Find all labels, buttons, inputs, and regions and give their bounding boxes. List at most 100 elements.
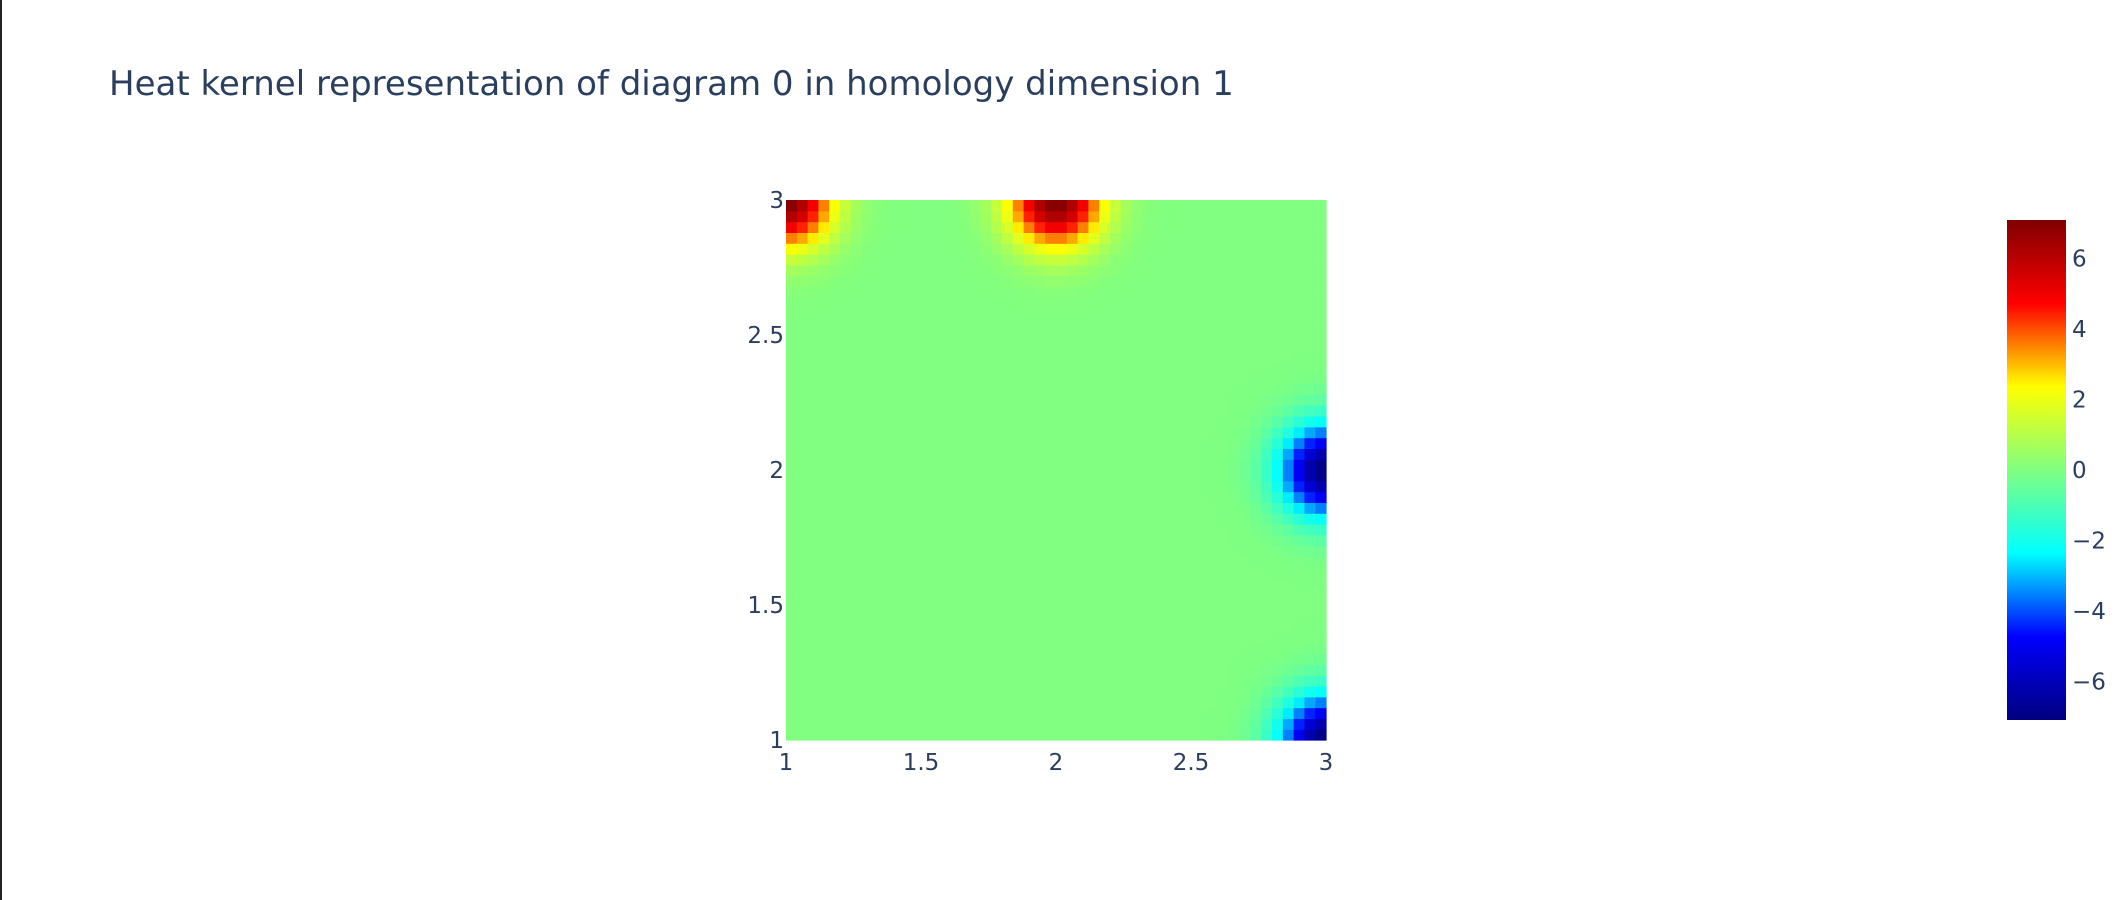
heatmap-cell[interactable] xyxy=(1088,372,1100,385)
heatmap-cell[interactable] xyxy=(1228,664,1241,676)
heatmap-cell[interactable] xyxy=(980,351,992,363)
heatmap-cell[interactable] xyxy=(1282,416,1295,428)
heatmap-cell[interactable] xyxy=(1023,426,1035,439)
heatmap-cell[interactable] xyxy=(915,621,927,633)
heatmap-cell[interactable] xyxy=(1272,383,1284,395)
heatmap-cell[interactable] xyxy=(1153,524,1165,536)
heatmap-cell[interactable] xyxy=(1261,448,1273,460)
heatmap-cell[interactable] xyxy=(1034,372,1046,385)
heatmap-cell[interactable] xyxy=(1250,416,1262,428)
heatmap-cell[interactable] xyxy=(1196,502,1208,514)
heatmap-cell[interactable] xyxy=(991,243,1003,255)
heatmap-cell[interactable] xyxy=(1131,318,1143,331)
heatmap-cell[interactable] xyxy=(1056,718,1068,730)
heatmap-cell[interactable] xyxy=(1034,297,1046,309)
heatmap-cell[interactable] xyxy=(1315,383,1327,395)
heatmap-cell[interactable] xyxy=(1250,675,1262,687)
heatmap-cell[interactable] xyxy=(861,632,873,644)
heatmap-cell[interactable] xyxy=(1261,351,1273,363)
heatmap-cell[interactable] xyxy=(1077,232,1089,244)
heatmap-cell[interactable] xyxy=(1164,351,1176,363)
heatmap-cell[interactable] xyxy=(991,513,1003,525)
heatmap-cell[interactable] xyxy=(894,318,906,331)
heatmap-cell[interactable] xyxy=(1304,578,1316,590)
heatmap-cell[interactable] xyxy=(1196,621,1208,633)
heatmap-cell[interactable] xyxy=(958,491,971,503)
heatmap-cell[interactable] xyxy=(1131,221,1143,233)
heatmap-cell[interactable] xyxy=(1034,318,1046,331)
heatmap-cell[interactable] xyxy=(1218,707,1230,719)
heatmap-cell[interactable] xyxy=(1056,664,1068,676)
heatmap-cell[interactable] xyxy=(1056,642,1068,655)
heatmap-cell[interactable] xyxy=(904,308,917,320)
heatmap-cell[interactable] xyxy=(807,588,819,601)
heatmap-cell[interactable] xyxy=(1120,653,1133,665)
heatmap-cell[interactable] xyxy=(786,308,798,320)
heatmap-cell[interactable] xyxy=(1110,707,1122,719)
heatmap-cell[interactable] xyxy=(1293,632,1305,644)
heatmap-cell[interactable] xyxy=(1250,437,1262,449)
heatmap-cell[interactable] xyxy=(796,621,809,633)
heatmap-cell[interactable] xyxy=(958,729,971,741)
heatmap-cell[interactable] xyxy=(915,200,927,212)
heatmap-cell[interactable] xyxy=(937,621,949,633)
heatmap-cell[interactable] xyxy=(872,621,884,633)
heatmap-cell[interactable] xyxy=(1002,329,1014,341)
heatmap-cell[interactable] xyxy=(915,696,927,709)
heatmap-cell[interactable] xyxy=(1218,221,1230,233)
heatmap-cell[interactable] xyxy=(991,254,1003,266)
heatmap-cell[interactable] xyxy=(807,534,819,547)
heatmap-cell[interactable] xyxy=(1164,372,1176,385)
heatmap-cell[interactable] xyxy=(1045,318,1057,331)
heatmap-cell[interactable] xyxy=(1023,405,1035,417)
heatmap-cell[interactable] xyxy=(937,480,949,493)
heatmap-cell[interactable] xyxy=(1218,664,1230,676)
heatmap-cell[interactable] xyxy=(1077,675,1089,687)
heatmap-cell[interactable] xyxy=(829,718,841,730)
heatmap-cell[interactable] xyxy=(1077,610,1089,622)
heatmap-cell[interactable] xyxy=(1045,394,1057,406)
heatmap-cell[interactable] xyxy=(807,491,819,503)
heatmap-cell[interactable] xyxy=(915,405,927,417)
heatmap-cell[interactable] xyxy=(861,221,873,233)
heatmap-cell[interactable] xyxy=(991,642,1003,655)
heatmap-cell[interactable] xyxy=(904,707,917,719)
heatmap-cell[interactable] xyxy=(861,232,873,244)
heatmap-cell[interactable] xyxy=(1131,653,1143,665)
heatmap-cell[interactable] xyxy=(937,329,949,341)
heatmap-cell[interactable] xyxy=(1088,653,1100,665)
heatmap-cell[interactable] xyxy=(1066,707,1079,719)
heatmap-cell[interactable] xyxy=(926,588,938,601)
heatmap-cell[interactable] xyxy=(1045,383,1057,395)
heatmap-cell[interactable] xyxy=(1110,480,1122,493)
heatmap-cell[interactable] xyxy=(1315,729,1327,741)
heatmap-cell[interactable] xyxy=(1131,372,1143,385)
heatmap-cell[interactable] xyxy=(1207,686,1219,698)
heatmap-cell[interactable] xyxy=(1142,696,1154,709)
heatmap-cell[interactable] xyxy=(926,383,938,395)
heatmap-cell[interactable] xyxy=(850,718,863,730)
heatmap-cell[interactable] xyxy=(1012,545,1025,557)
heatmap-cell[interactable] xyxy=(1185,729,1197,741)
heatmap-cell[interactable] xyxy=(1261,286,1273,298)
heatmap-cell[interactable] xyxy=(829,470,841,482)
heatmap-cell[interactable] xyxy=(1228,653,1241,665)
heatmap-cell[interactable] xyxy=(1153,621,1165,633)
heatmap-cell[interactable] xyxy=(1110,578,1122,590)
heatmap-cell[interactable] xyxy=(915,437,927,449)
heatmap-cell[interactable] xyxy=(850,578,863,590)
heatmap-cell[interactable] xyxy=(872,664,884,676)
heatmap-cell[interactable] xyxy=(1196,718,1208,730)
heatmap-cell[interactable] xyxy=(980,210,992,223)
heatmap-cell[interactable] xyxy=(948,524,960,536)
heatmap-cell[interactable] xyxy=(1120,545,1133,557)
heatmap-cell[interactable] xyxy=(1012,567,1025,579)
heatmap-cell[interactable] xyxy=(991,416,1003,428)
heatmap-cell[interactable] xyxy=(1088,588,1100,601)
heatmap-cell[interactable] xyxy=(1315,329,1327,341)
heatmap-cell[interactable] xyxy=(937,686,949,698)
heatmap-cell[interactable] xyxy=(1282,621,1295,633)
heatmap-cell[interactable] xyxy=(1023,534,1035,547)
heatmap-cell[interactable] xyxy=(937,221,949,233)
heatmap-cell[interactable] xyxy=(786,588,798,601)
